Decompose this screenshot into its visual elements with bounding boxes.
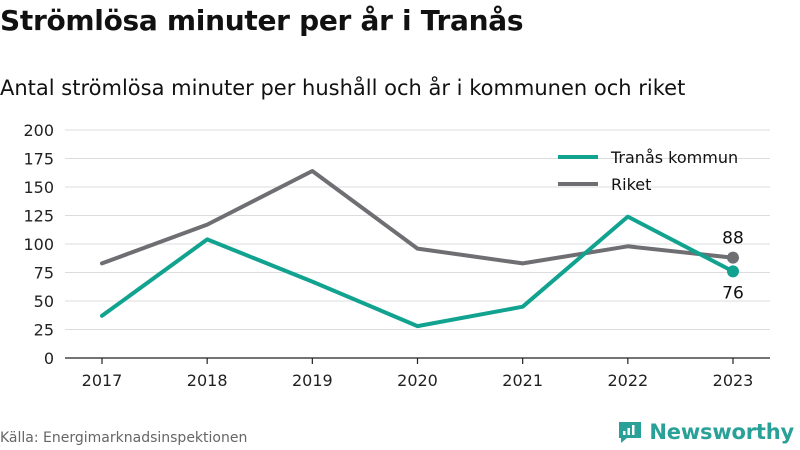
y-tick-label: 75 xyxy=(34,264,54,283)
y-tick-label: 25 xyxy=(34,321,54,340)
y-tick-label: 100 xyxy=(23,235,54,254)
x-tick-label: 2019 xyxy=(292,371,333,390)
end-value-label: 76 xyxy=(722,283,744,303)
x-tick-label: 2023 xyxy=(713,371,754,390)
x-tick-label: 2022 xyxy=(607,371,648,390)
x-tick-label: 2020 xyxy=(397,371,438,390)
newsworthy-logo-icon xyxy=(619,422,642,443)
chart-title: Strömlösa minuter per år i Tranås xyxy=(0,4,524,37)
y-tick-label: 125 xyxy=(23,207,54,226)
legend-label: Riket xyxy=(611,175,651,194)
x-tick-label: 2018 xyxy=(187,371,228,390)
y-tick-label: 175 xyxy=(23,150,54,169)
series-line-riket xyxy=(100,169,735,266)
series-end-point xyxy=(727,265,739,278)
legend: Tranås kommun Riket xyxy=(558,148,738,194)
x-axis: 2017 2018 2019 2020 2021 2022 2023 xyxy=(65,357,770,390)
series-lines: 76 88 xyxy=(100,169,744,329)
series-line-tran-s-kommun xyxy=(100,214,735,329)
y-tick-label: 0 xyxy=(44,349,54,368)
chart-subtitle: Antal strömlösa minuter per hushåll och … xyxy=(0,76,686,100)
y-tick-label: 150 xyxy=(23,178,54,197)
x-tick-label: 2017 xyxy=(82,371,123,390)
brand-name: Newsworthy xyxy=(649,420,794,444)
x-tick-label: 2021 xyxy=(502,371,543,390)
source-note: Källa: Energimarknadsinspektionen xyxy=(0,430,248,446)
end-value-label: 88 xyxy=(722,229,744,249)
brand-logo[interactable]: Newsworthy xyxy=(617,420,794,444)
y-axis: 0 25 50 75 100 125 150 175 200 xyxy=(23,121,54,368)
y-tick-label: 50 xyxy=(34,292,54,311)
legend-label: Tranås kommun xyxy=(610,148,738,167)
gridlines xyxy=(65,129,770,330)
series-end-point xyxy=(727,251,739,264)
y-tick-label: 200 xyxy=(23,121,54,140)
